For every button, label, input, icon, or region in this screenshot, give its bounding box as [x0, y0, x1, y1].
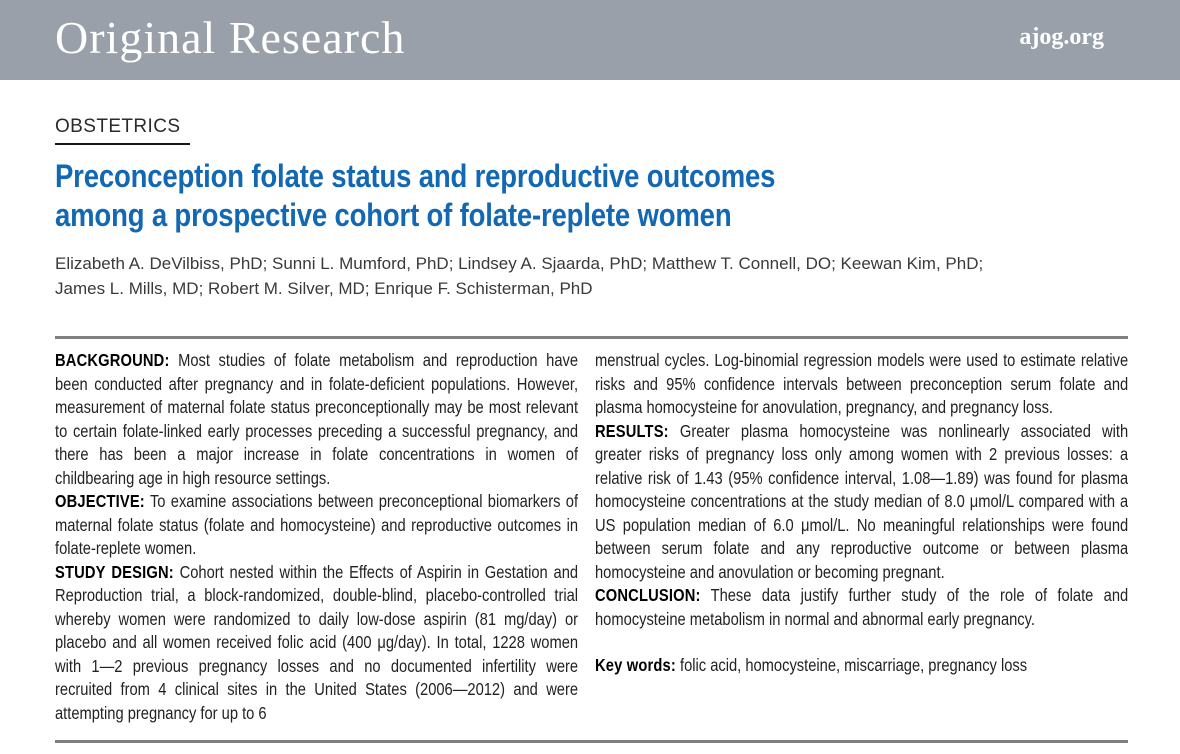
- section-label: CONCLUSION:: [595, 585, 701, 605]
- article-title-line: among a prospective cohort of folate-rep…: [55, 197, 732, 233]
- article-title: Preconception folate status and reproduc…: [55, 157, 1023, 235]
- section-label: STUDY DESIGN:: [55, 561, 174, 582]
- article-title-line: Preconception folate status and reproduc…: [55, 158, 776, 194]
- abstract-paragraph: Key words: folic acid, homocysteine, mis…: [595, 655, 1028, 675]
- abstract-right-column-text: menstrual cycles. Log-binomial regressio…: [595, 349, 1128, 678]
- abstract-top-rule: [55, 336, 1128, 339]
- journal-site-link[interactable]: ajog.org: [1019, 23, 1104, 50]
- section-kicker-row: OBSTETRICS: [55, 116, 1180, 145]
- abstract-right-column: menstrual cycles. Log-binomial regressio…: [595, 349, 1128, 733]
- abstract-left-column: BACKGROUND: Most studies of folate metab…: [55, 349, 578, 733]
- abstract-paragraph: RESULTS: Greater plasma homocysteine was…: [595, 420, 1128, 582]
- abstract: BACKGROUND: Most studies of folate metab…: [55, 349, 1128, 733]
- authors: Elizabeth A. DeVilbiss, PhD; Sunni L. Mu…: [55, 251, 1180, 301]
- section-label: BACKGROUND:: [55, 350, 170, 370]
- author-line: Elizabeth A. DeVilbiss, PhD; Sunni L. Mu…: [55, 254, 984, 273]
- journal-banner: Original Research ajog.org: [0, 0, 1180, 80]
- author-line: James L. Mills, MD; Robert M. Silver, MD…: [55, 279, 593, 298]
- section-label: Key words:: [595, 655, 676, 675]
- abstract-bottom-rule: [55, 740, 1128, 743]
- abstract-paragraph: STUDY DESIGN: Cohort nested within the E…: [55, 561, 578, 723]
- section-kicker: OBSTETRICS: [55, 116, 191, 145]
- article-type-label: Original Research: [55, 11, 406, 63]
- abstract-paragraph: menstrual cycles. Log-binomial regressio…: [595, 350, 1128, 417]
- abstract-left-column-text: BACKGROUND: Most studies of folate metab…: [55, 349, 578, 725]
- abstract-paragraph: OBJECTIVE: To examine associations betwe…: [55, 491, 578, 558]
- section-label: RESULTS:: [595, 420, 669, 441]
- abstract-paragraph: CONCLUSION: These data justify further s…: [595, 585, 1128, 629]
- abstract-paragraph: BACKGROUND: Most studies of folate metab…: [55, 350, 578, 488]
- section-label: OBJECTIVE:: [55, 491, 145, 511]
